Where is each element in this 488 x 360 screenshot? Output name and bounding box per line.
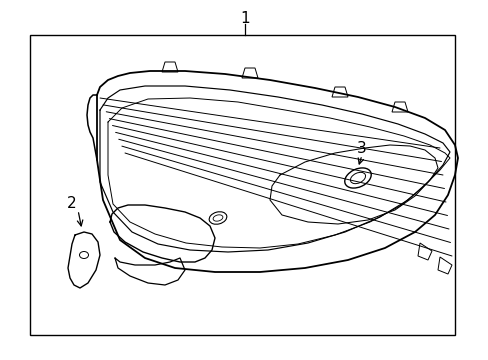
- Text: 2: 2: [67, 195, 77, 211]
- Text: 3: 3: [356, 140, 366, 156]
- Bar: [30, 35, 454, 335]
- Text: 1: 1: [240, 10, 249, 26]
